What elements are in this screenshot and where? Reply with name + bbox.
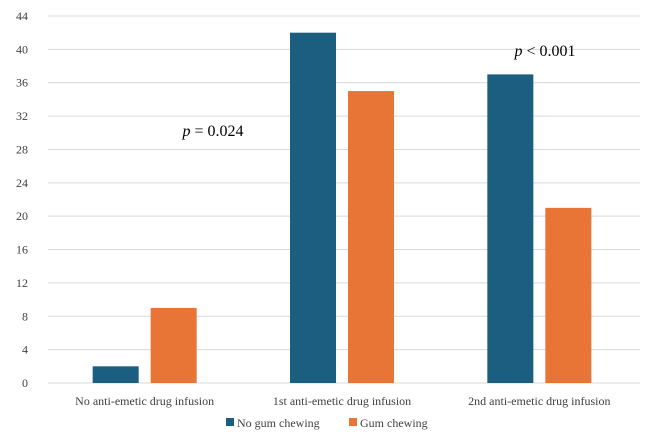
gridlines [48,15,640,384]
bar [545,207,592,383]
y-tick-label: 32 [16,109,28,123]
category-label: 2nd anti-emetic drug infusion [468,394,610,408]
p-value-text: = 0.024 [190,123,243,140]
legend-swatch [226,418,234,426]
category-label: 1st anti-emetic drug infusion [273,394,411,408]
y-tick-label: 44 [16,9,28,23]
bar [290,32,336,383]
y-tick-label: 0 [22,376,28,390]
p-value-text: < 0.001 [522,43,575,60]
y-tick-label: 16 [16,243,28,257]
legend-label: Gum chewing [360,416,428,430]
p-value-symbol: p [181,123,190,140]
y-tick-label: 8 [22,309,28,323]
bar [92,366,139,383]
category-label: No anti-emetic drug infusion [75,394,214,408]
y-tick-label: 12 [16,276,28,290]
legend-label: No gum chewing [237,416,320,430]
bar [487,74,534,384]
p-value-annotation: p = 0.024 [181,123,243,140]
p-value-annotation: p < 0.001 [513,43,575,60]
legend: No gum chewing Gum chewing [226,416,428,430]
y-axis-ticks: 0 4 8 12 16 20 24 28 32 36 40 44 [16,9,28,390]
y-tick-label: 28 [16,142,28,156]
y-tick-label: 36 [16,76,28,90]
y-tick-label: 24 [16,176,28,190]
x-axis-categories: No anti-emetic drug infusion 1st anti-eme… [75,394,610,408]
bar [348,91,394,384]
bar [150,307,197,383]
p-value-symbol: p [513,43,522,60]
y-tick-label: 40 [16,42,28,56]
y-tick-label: 20 [16,209,28,223]
bars [92,32,592,384]
legend-swatch [349,418,357,426]
y-tick-label: 4 [22,343,28,357]
